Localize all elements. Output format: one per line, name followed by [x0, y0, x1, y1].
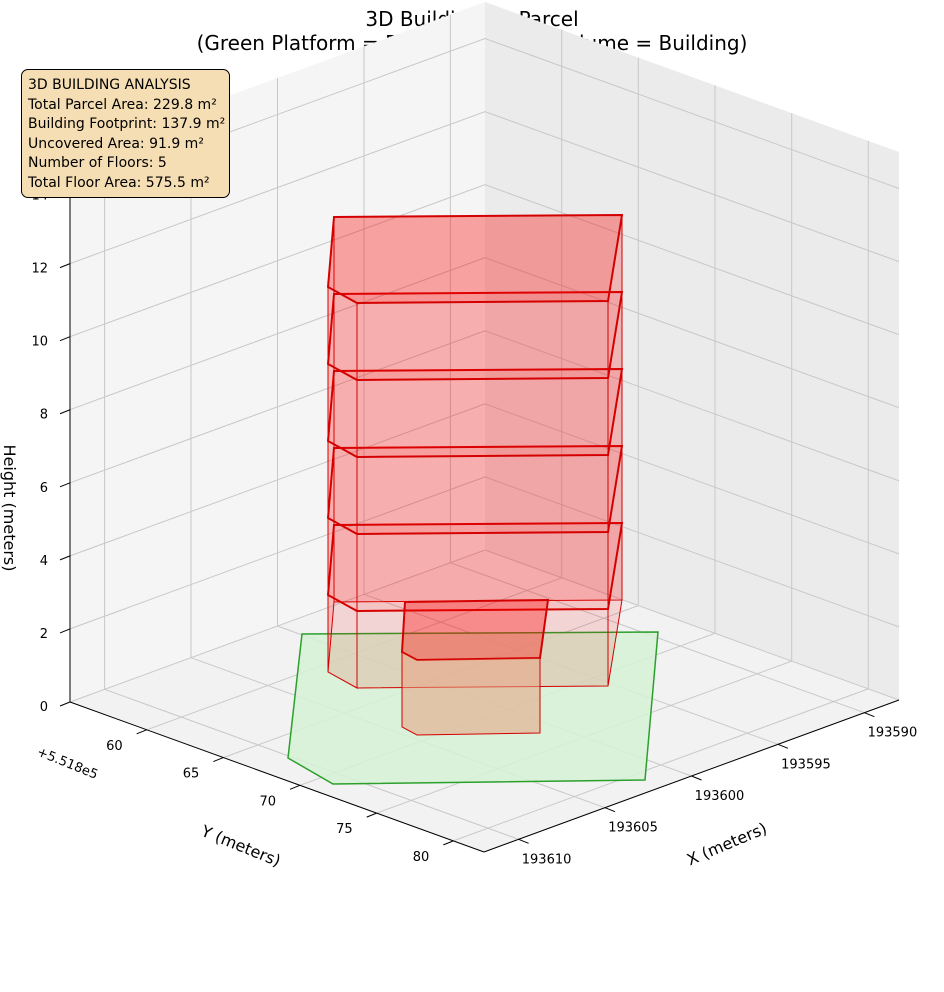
y-tick-mark: [443, 840, 454, 846]
grid-line-z: [69, 111, 900, 265]
info-heading: 3D BUILDING ANALYSIS: [28, 77, 191, 93]
y-tick-label: 80: [413, 850, 430, 865]
x-tick-label: 193610: [522, 852, 572, 867]
grid-line-z: [69, 257, 900, 411]
y-offset-label: +5.518e5: [35, 745, 100, 783]
x-tick-label: 193600: [695, 789, 745, 804]
x-tick-mark: [777, 743, 789, 749]
y-tick-label: 70: [259, 794, 276, 809]
y-tick-label: 65: [183, 767, 200, 782]
floor-side-face: [356, 531, 609, 612]
x-tick-mark: [864, 712, 875, 718]
y-tick-mark: [289, 784, 301, 790]
analysis-info-box: 3D BUILDING ANALYSIS Total Parcel Area: …: [21, 69, 230, 198]
info-line-parcel-area: Total Parcel Area: 229.8 m²: [28, 96, 217, 113]
annex-front: [401, 651, 541, 736]
z-tick-label: 8: [40, 408, 48, 423]
z-tick-label: 10: [31, 335, 48, 350]
y-axis-label: Y (meters): [198, 821, 284, 870]
z-tick-label: 4: [40, 554, 48, 569]
z-tick-mark: [59, 409, 71, 415]
z-axis-label: Height (meters): [0, 445, 19, 572]
x-tick-mark: [691, 775, 702, 781]
floor-top-outline: [326, 213, 624, 305]
info-line-floor-area: Total Floor Area: 575.5 m²: [28, 174, 210, 191]
grid-line-z: [69, 403, 900, 557]
y-axis-line: [69, 701, 485, 853]
y-tick-mark: [213, 757, 224, 763]
right-wall-pane: [485, 2, 899, 700]
z-tick-mark: [59, 701, 71, 707]
building-volume: [326, 213, 624, 736]
info-line-footprint: Building Footprint: 137.9 m²: [28, 116, 226, 132]
x-tick-mark: [604, 807, 616, 813]
x-tick-label: 193595: [781, 757, 831, 772]
z-tick-label: 6: [40, 481, 48, 496]
y-tick-mark: [136, 729, 147, 735]
z-tick-mark: [59, 482, 71, 488]
floor-side-face: [356, 454, 609, 535]
z-tick-mark: [59, 555, 71, 561]
grid-line-z: [69, 330, 900, 484]
z-tick-mark: [59, 263, 71, 269]
y-tick-label: 75: [336, 822, 353, 837]
x-axis-label: X (meters): [684, 819, 770, 870]
grid-line-z: [69, 549, 900, 703]
y-tick-label: 60: [106, 739, 123, 754]
z-tick-label: 12: [31, 262, 48, 277]
info-line-floors: Number of Floors: 5: [28, 155, 167, 171]
annex-top: [400, 598, 550, 662]
z-tick-label: 2: [40, 627, 48, 642]
x-tick-label: 193590: [868, 726, 918, 741]
grid-line-z: [69, 476, 900, 630]
x-tick-mark: [518, 838, 529, 844]
info-line-uncovered: Uncovered Area: 91.9 m²: [28, 135, 204, 152]
floor-side-face: [356, 377, 609, 458]
floor-side-face: [356, 300, 609, 381]
x-tick-label: 193605: [608, 821, 658, 836]
grid-line-z: [69, 184, 900, 338]
z-tick-mark: [59, 628, 71, 634]
y-tick-mark: [366, 812, 377, 818]
z-tick-label: 0: [40, 700, 48, 715]
z-tick-mark: [59, 336, 71, 342]
tick-labels: 1935901935951936001936051936106065707580…: [31, 189, 917, 868]
